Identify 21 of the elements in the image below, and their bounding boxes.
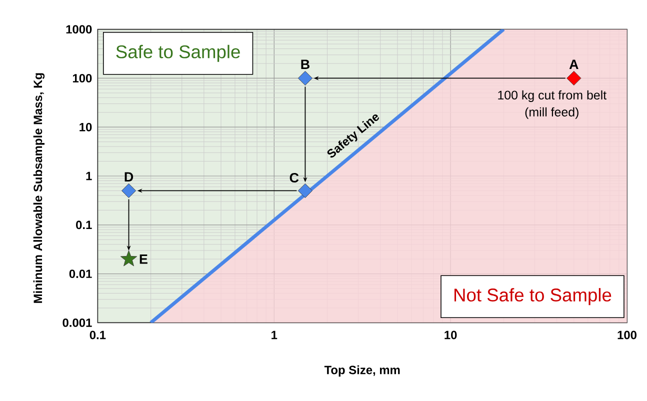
y-axis-title: Mininum Allowable Subsample Mass, Kg (33, 73, 45, 303)
x-tick-label: 10 (444, 330, 457, 340)
y-tick-label: 0.1 (76, 220, 92, 230)
annotation: 100 kg cut from belt (mill feed) (498, 90, 606, 119)
y-tick-label: 10 (80, 122, 92, 132)
y-tick-label: 100 (72, 74, 92, 82)
series-label: C (290, 172, 299, 183)
y-tick-label: 0.01 (69, 270, 92, 278)
y-tick-label: 1000 (66, 25, 92, 34)
x-tick-label: 1 (272, 330, 278, 340)
annotation: Safe to Sample (116, 44, 240, 62)
y-tick-label: 0.001 (62, 318, 92, 327)
series-label: A (569, 60, 578, 69)
x-axis-title: Top Size, mm (324, 365, 400, 377)
series-label: E (140, 254, 148, 264)
series-label: Not Safe to Sample (454, 288, 612, 306)
series-label: B (301, 60, 310, 69)
series-label: D (124, 172, 134, 182)
x-tick-label: 100 (618, 330, 636, 340)
x-tick-label: 0.1 (90, 330, 106, 340)
y-tick-label: 1 (86, 172, 92, 180)
